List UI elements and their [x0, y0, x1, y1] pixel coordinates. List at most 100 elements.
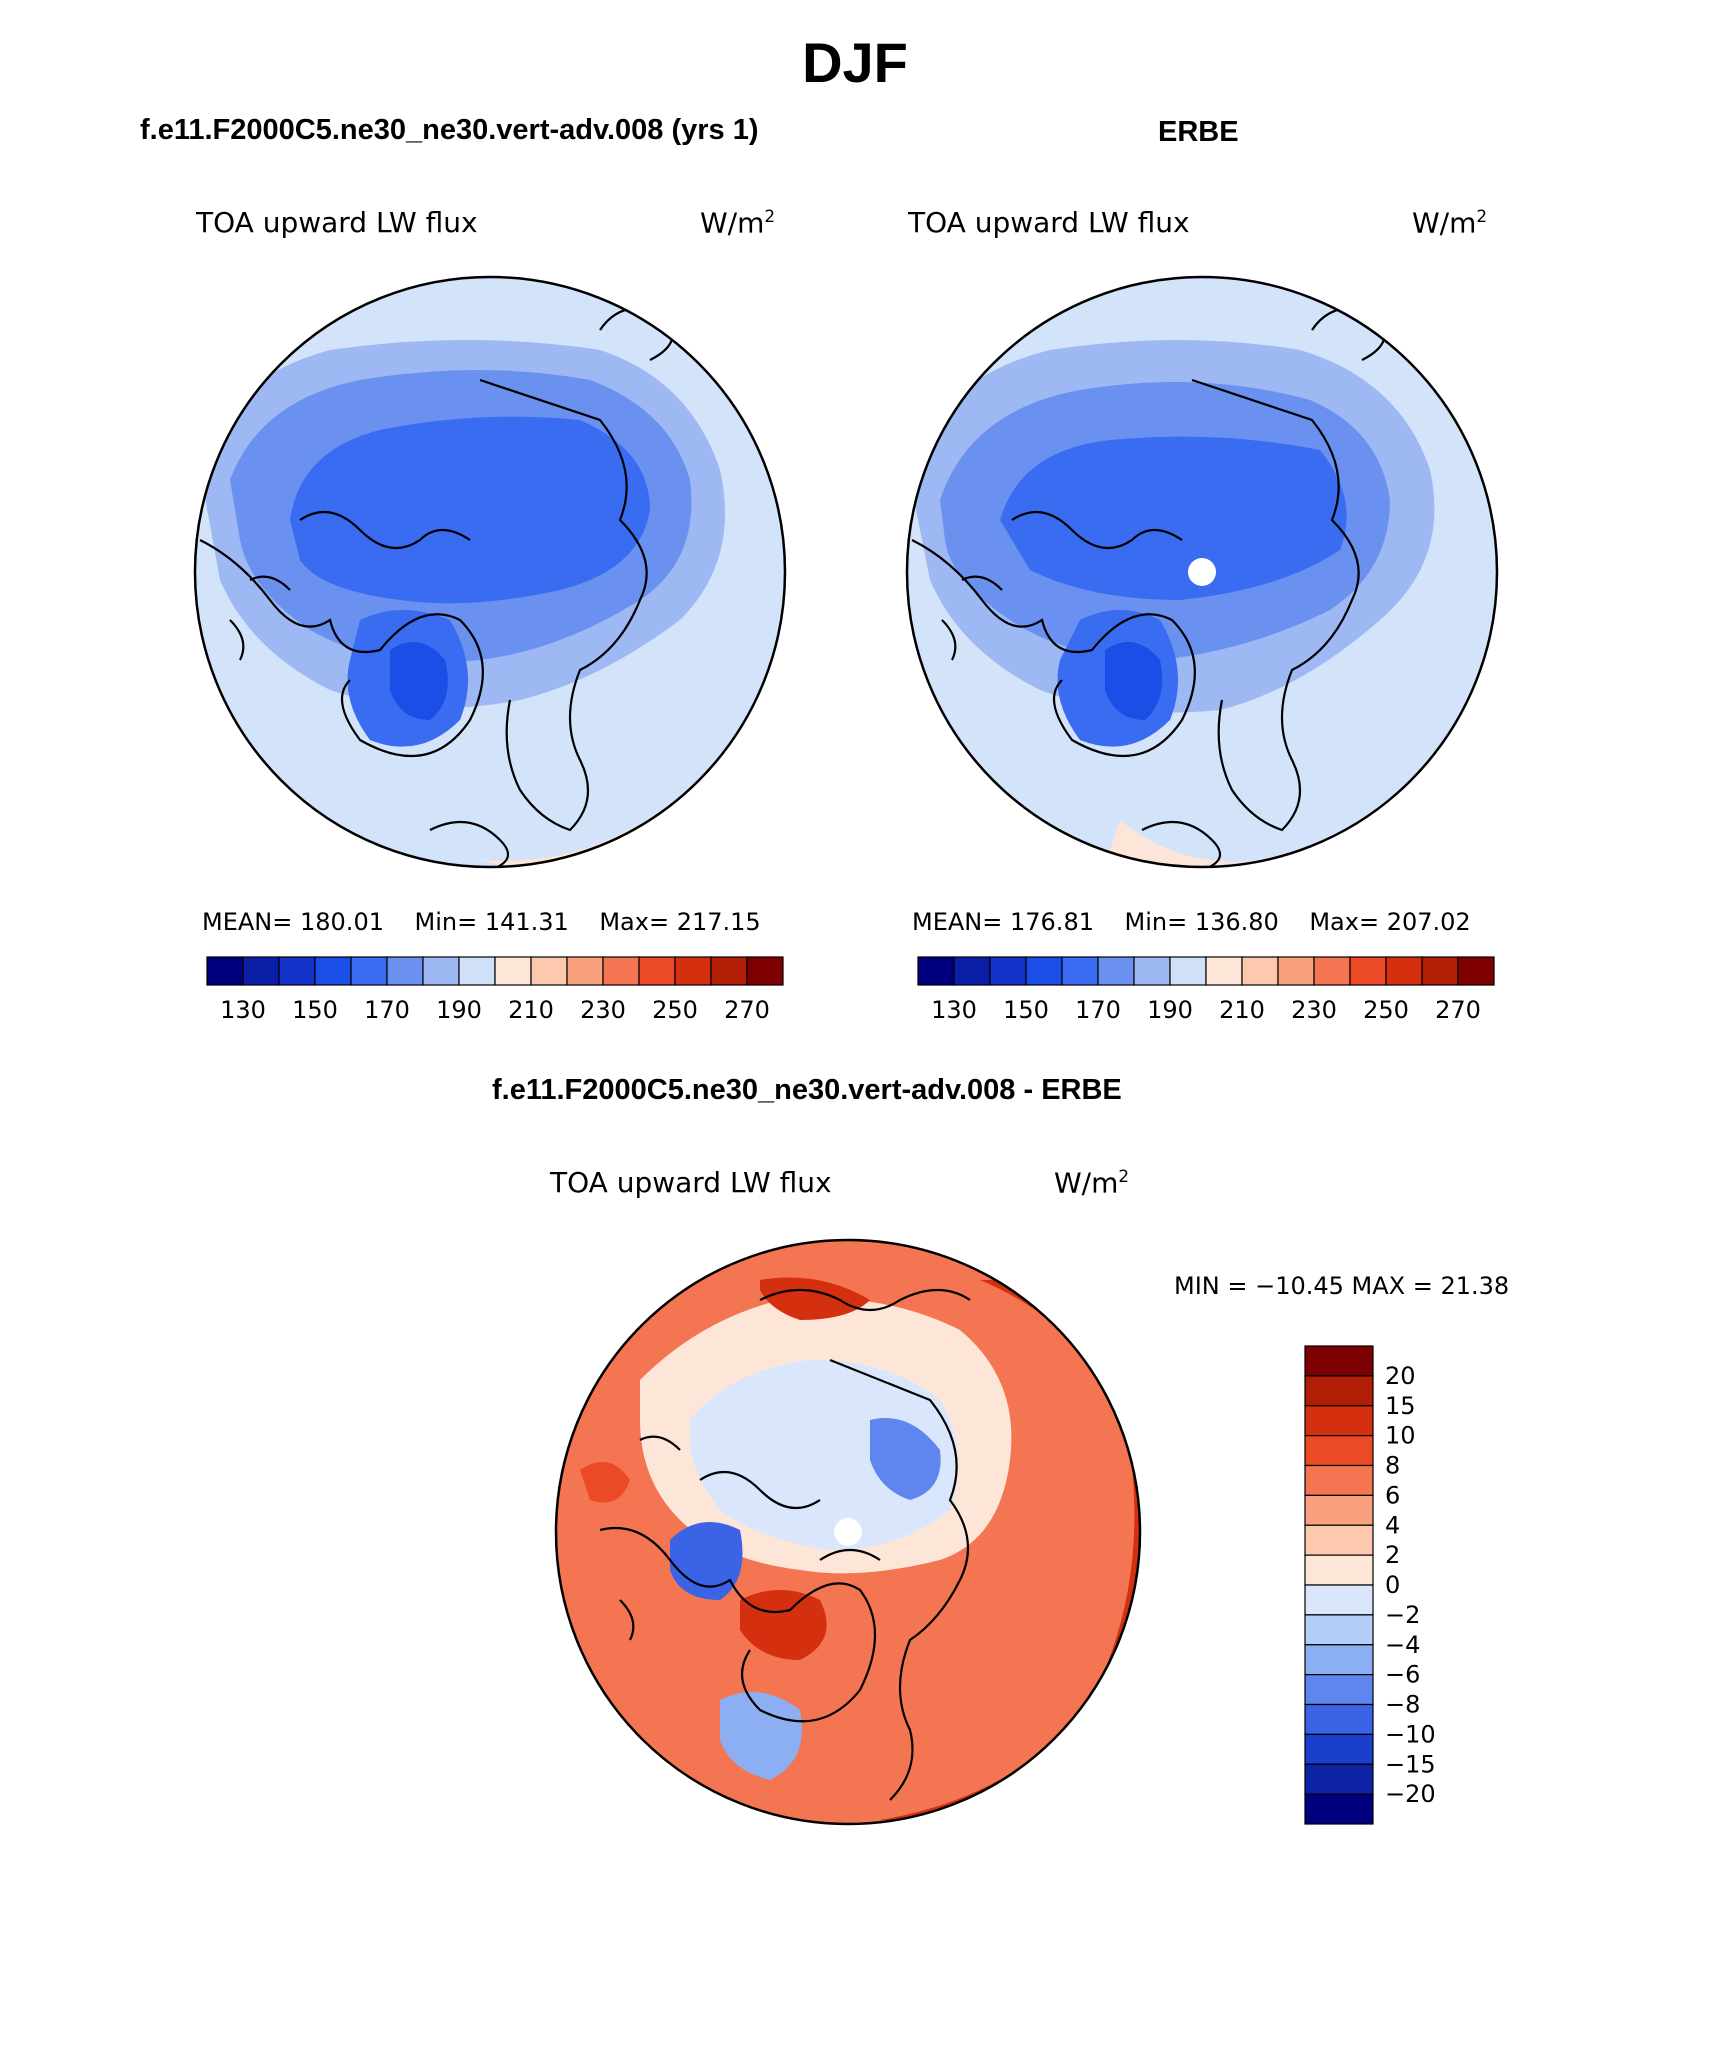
colorbar-swatch: [458, 956, 496, 986]
panel-3-title: f.e11.F2000C5.ne30_ne30.vert-adv.008 - E…: [492, 1074, 1122, 1106]
colorbar-swatch: [1421, 956, 1459, 986]
colorbar-label: −4: [1385, 1631, 1420, 1659]
colorbar-label: 170: [364, 996, 410, 1024]
colorbar-swatch: [1304, 1494, 1374, 1526]
colorbar-swatch: [386, 956, 424, 986]
map3-warm-north: [760, 1277, 870, 1320]
panel-2-title: ERBE: [1158, 116, 1239, 148]
colorbar-label: 270: [1435, 996, 1481, 1024]
colorbar-label: 20: [1385, 1362, 1416, 1390]
colorbar-label: −2: [1385, 1601, 1420, 1629]
colorbar-swatch: [1304, 1584, 1374, 1616]
colorbar-swatch: [530, 956, 568, 986]
colorbar-swatch: [953, 956, 991, 986]
map3-warm-greenland: [740, 1590, 827, 1660]
colorbar-swatch: [1304, 1464, 1374, 1496]
map3-coastlines: [599, 1288, 971, 1801]
colorbar-swatch: [1304, 1524, 1374, 1556]
map1-contour-150: [390, 642, 448, 720]
colorbar-swatch: [1304, 1674, 1374, 1706]
colorbar-label: 230: [1291, 996, 1337, 1024]
figure-title: DJF: [802, 31, 908, 94]
colorbar-swatch: [1025, 956, 1063, 986]
colorbar-label: 130: [931, 996, 977, 1024]
map1-border: [193, 275, 787, 869]
map-panel-2: [907, 277, 1497, 867]
colorbar-label: −20: [1385, 1780, 1436, 1808]
colorbar-label: 150: [1003, 996, 1049, 1024]
colorbar-label: 10: [1385, 1422, 1416, 1450]
colorbar-swatch: [989, 956, 1027, 986]
colorbar-label: −10: [1385, 1720, 1436, 1748]
map3-pole-hole: [834, 1518, 862, 1546]
panel-3-range: MIN = −10.45 MAX = 21.38: [1174, 1272, 1510, 1300]
map2-pole-hole: [1188, 558, 1216, 586]
colorbar-swatch: [1304, 1644, 1374, 1676]
colorbar-label: 0: [1385, 1571, 1400, 1599]
colorbar-swatch: [278, 956, 316, 986]
colorbar-swatch: [1457, 956, 1495, 986]
colorbar-swatch: [242, 956, 280, 986]
colorbar-swatch: [1304, 1405, 1374, 1437]
colorbar-swatch: [1304, 1733, 1374, 1765]
colorbar-swatch: [602, 956, 640, 986]
colorbar-swatch: [710, 956, 748, 986]
panel-1-variable: TOA upward LW flux: [196, 206, 478, 239]
map2-contour-160: [1000, 436, 1347, 600]
colorbar-swatch: [1304, 1554, 1374, 1586]
panel-3-variable: TOA upward LW flux: [550, 1166, 832, 1199]
map3-border: [554, 1238, 1142, 1826]
panel-3-unit: W/m2: [1054, 1166, 1130, 1200]
panel-1-stats: MEAN= 180.01 Min= 141.31 Max= 217.15: [202, 908, 761, 936]
colorbar-label: 270: [724, 996, 770, 1024]
colorbar-swatch: [566, 956, 604, 986]
colorbar-swatch: [746, 956, 784, 986]
colorbar-label: −15: [1385, 1750, 1436, 1778]
colorbar-swatch: [1061, 956, 1099, 986]
colorbar-label: 8: [1385, 1452, 1400, 1480]
colorbar-label: 2: [1385, 1541, 1400, 1569]
colorbar-swatch: [1169, 956, 1207, 986]
colorbar-label: 210: [1219, 996, 1265, 1024]
colorbar-label: 150: [292, 996, 338, 1024]
colorbar-swatch: [1385, 956, 1423, 986]
colorbar-swatch: [1304, 1345, 1374, 1377]
colorbar-swatch: [1133, 956, 1171, 986]
colorbar-label: 190: [1147, 996, 1193, 1024]
colorbar-swatch: [1304, 1763, 1374, 1795]
map3-warm-west: [580, 1462, 630, 1503]
colorbar-swatch: [917, 956, 955, 986]
colorbar-swatch: [1205, 956, 1243, 986]
colorbar-swatch: [1304, 1375, 1374, 1407]
map3-negative-east: [870, 1418, 941, 1500]
colorbar-swatch: [1304, 1435, 1374, 1467]
colorbar-swatch: [206, 956, 244, 986]
map1-contour-160: [290, 416, 650, 604]
map3-negative-south: [720, 1692, 802, 1780]
panel-1-unit: W/m2: [700, 206, 776, 240]
colorbar-swatch: [1097, 956, 1135, 986]
colorbar-label: 15: [1385, 1392, 1416, 1420]
colorbar-swatch: [1241, 956, 1279, 986]
panel-2-stats: MEAN= 176.81 Min= 136.80 Max= 207.02: [912, 908, 1471, 936]
colorbar-label: −6: [1385, 1661, 1420, 1689]
colorbar-swatch: [494, 956, 532, 986]
map2-contour-150: [1105, 642, 1163, 720]
colorbar-swatch: [1304, 1614, 1374, 1646]
colorbar-label: 6: [1385, 1481, 1400, 1509]
colorbar-swatch: [638, 956, 676, 986]
colorbar-label: 210: [508, 996, 554, 1024]
panel-2-variable: TOA upward LW flux: [908, 206, 1190, 239]
panel-1-title: f.e11.F2000C5.ne30_ne30.vert-adv.008 (yr…: [140, 114, 759, 146]
map3-negative-core: [690, 1360, 958, 1550]
colorbar-label: 250: [652, 996, 698, 1024]
colorbar-swatch: [350, 956, 388, 986]
colorbar-label: 170: [1075, 996, 1121, 1024]
map-panel-3: [556, 1240, 1140, 1824]
colorbar-swatch: [314, 956, 352, 986]
panel-2-unit: W/m2: [1412, 206, 1488, 240]
colorbar-2: 130 150 170 190 210 230 250 270: [917, 956, 1495, 1024]
colorbar-swatch: [1304, 1793, 1374, 1825]
colorbar-label: 130: [220, 996, 266, 1024]
